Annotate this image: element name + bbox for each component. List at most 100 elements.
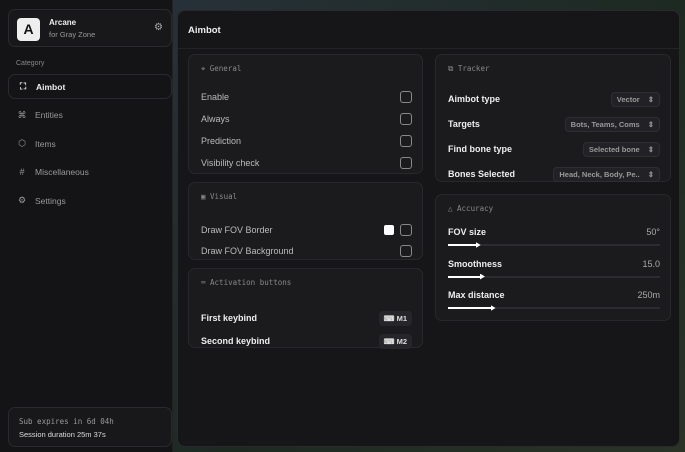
tracker-card: ⧉ Tracker Aimbot type Vector ⇕ Targets Bots,… xyxy=(435,54,671,182)
slider-track[interactable] xyxy=(448,242,660,248)
checkbox[interactable] xyxy=(400,245,412,257)
key-value: M1 xyxy=(396,313,407,323)
sidebar-item-miscellaneous[interactable]: # Miscellaneous xyxy=(8,160,172,185)
hash-icon: # xyxy=(19,167,25,177)
main-panel: Aimbot ⌖ General Enable Always Prediction V… xyxy=(177,10,680,447)
slider-fill xyxy=(448,275,482,278)
checkbox[interactable] xyxy=(400,135,412,147)
sidebar-item-label: Miscellaneous xyxy=(35,167,89,177)
select-dropdown[interactable]: Head, Neck, Body, Pe.. ⇕ xyxy=(553,166,660,182)
slider-track[interactable] xyxy=(448,273,660,280)
select-dropdown[interactable]: Bots, Teams, Coms ⇕ xyxy=(564,116,660,132)
general-row: Enable xyxy=(201,90,412,104)
divider xyxy=(178,48,679,49)
row-label: Always xyxy=(201,114,230,124)
visual-header: ▣ Visual xyxy=(201,192,238,201)
slider-smoothness[interactable]: Smoothness 15.0 xyxy=(448,259,660,283)
general-row: Always xyxy=(201,112,412,126)
slider-label: Max distance xyxy=(448,290,505,300)
visual-card: ▣ Visual Draw FOV Border Draw FOV Backgro… xyxy=(188,182,423,260)
keybind-row: Second keybind ⌨ M2 xyxy=(201,333,412,349)
color-swatch[interactable] xyxy=(384,225,394,235)
row-label: Find bone type xyxy=(448,144,512,154)
general-row: Visibility check xyxy=(201,156,412,170)
slider-value: 50° xyxy=(646,227,660,237)
chevron-updown-icon: ⇕ xyxy=(647,94,654,104)
slider-label: FOV size xyxy=(448,227,487,237)
select-dropdown[interactable]: Vector ⇕ xyxy=(610,91,660,107)
slider-handle[interactable] xyxy=(475,242,481,248)
user-scan-icon: ⌘ xyxy=(17,109,27,120)
checkbox[interactable] xyxy=(400,113,412,125)
subscription-card: Sub expires in 6d 04h Session duration 2… xyxy=(8,407,172,447)
brand-subtitle: for Gray Zone xyxy=(49,30,96,39)
row-label: Draw FOV Background xyxy=(201,246,294,256)
row-label: Draw FOV Border xyxy=(201,225,273,235)
key-value: M2 xyxy=(396,336,407,346)
general-header: ⌖ General xyxy=(201,64,242,73)
gear-icon: ⚙ xyxy=(17,195,27,205)
row-label: Targets xyxy=(448,119,480,129)
brand-name: Arcane xyxy=(49,18,77,27)
session-duration: Session duration 25m 37s xyxy=(19,430,106,439)
tracker-row: Targets Bots, Teams, Coms ⇕ xyxy=(448,116,660,132)
sidebar-item-label: Entities xyxy=(35,110,63,120)
checkbox[interactable] xyxy=(400,91,412,103)
row-label: Second keybind xyxy=(201,336,271,346)
slider-label: Smoothness xyxy=(448,258,503,269)
brand-card: A Arcane for Gray Zone ⚙ xyxy=(8,9,172,47)
row-label: Prediction xyxy=(201,136,242,146)
row-label: Aimbot type xyxy=(448,94,501,104)
slider-fill xyxy=(448,244,478,246)
checkbox[interactable] xyxy=(400,224,412,236)
keybind-button[interactable]: ⌨ M1 xyxy=(378,310,412,326)
row-label: Enable xyxy=(201,92,230,102)
row-label: First keybind xyxy=(201,313,258,323)
visual-row: Draw FOV Background xyxy=(201,244,412,258)
slider-handle[interactable] xyxy=(479,273,485,280)
select-value: Vector xyxy=(616,94,640,104)
checkbox[interactable] xyxy=(400,157,412,169)
accuracy-header: △ Accuracy xyxy=(448,204,494,213)
sub-expires: Sub expires in 6d 04h xyxy=(19,417,114,426)
sidebar-item-settings[interactable]: ⚙ Settings xyxy=(8,188,172,213)
general-card: ⌖ General Enable Always Prediction Visibili… xyxy=(188,54,423,174)
select-value: Selected bone xyxy=(588,144,640,154)
tracker-row: Aimbot type Vector ⇕ xyxy=(448,91,660,107)
activation-header: ⌨ Activation buttons xyxy=(201,278,292,287)
sidebar-item-label: Settings xyxy=(35,195,66,206)
slider-fov-size[interactable]: FOV size 50° xyxy=(448,227,660,251)
sidebar-item-label: Items xyxy=(35,138,56,149)
category-label: Category xyxy=(16,60,45,67)
keybind-button[interactable]: ⌨ M2 xyxy=(378,333,412,349)
keyboard-icon: ⌨ xyxy=(383,313,397,323)
box-icon: ⬡ xyxy=(18,138,26,148)
general-row: Prediction xyxy=(201,134,412,148)
crosshair-icon: ⛶ xyxy=(19,81,27,91)
chevron-updown-icon: ⇕ xyxy=(647,144,654,154)
page-title: Aimbot xyxy=(188,25,221,36)
tracker-row: Bones Selected Head, Neck, Body, Pe.. ⇕ xyxy=(448,166,660,182)
slider-fill xyxy=(448,307,493,309)
logo: A xyxy=(17,18,40,41)
sidebar-item-entities[interactable]: ⌘ Entities xyxy=(8,103,172,128)
keyboard-icon: ⌨ xyxy=(383,336,397,346)
slider-value: 15.0 xyxy=(642,258,660,269)
tracker-row: Find bone type Selected bone ⇕ xyxy=(448,141,660,157)
activation-card: ⌨ Activation buttons First keybind ⌨ M1 Se… xyxy=(188,268,423,349)
chevron-updown-icon: ⇕ xyxy=(647,119,654,129)
visual-row: Draw FOV Border xyxy=(201,223,412,237)
row-label: Visibility check xyxy=(201,158,260,168)
select-value: Bots, Teams, Coms xyxy=(570,119,640,129)
slider-max-distance[interactable]: Max distance 250m xyxy=(448,290,660,314)
tracker-header: ⧉ Tracker xyxy=(448,64,490,73)
settings-gear-icon[interactable]: ⚙ xyxy=(154,22,163,33)
sidebar-item-items[interactable]: ⬡ Items xyxy=(8,131,172,156)
accuracy-card: △ Accuracy FOV size 50° Smoothness 15.0 Max … xyxy=(435,194,671,321)
sidebar-item-label: Aimbot xyxy=(36,81,66,92)
chevron-updown-icon: ⇕ xyxy=(647,169,654,179)
slider-track[interactable] xyxy=(448,305,660,311)
select-dropdown[interactable]: Selected bone ⇕ xyxy=(582,141,660,157)
slider-handle[interactable] xyxy=(490,305,496,311)
sidebar-item-aimbot[interactable]: ⛶ Aimbot xyxy=(8,74,172,99)
